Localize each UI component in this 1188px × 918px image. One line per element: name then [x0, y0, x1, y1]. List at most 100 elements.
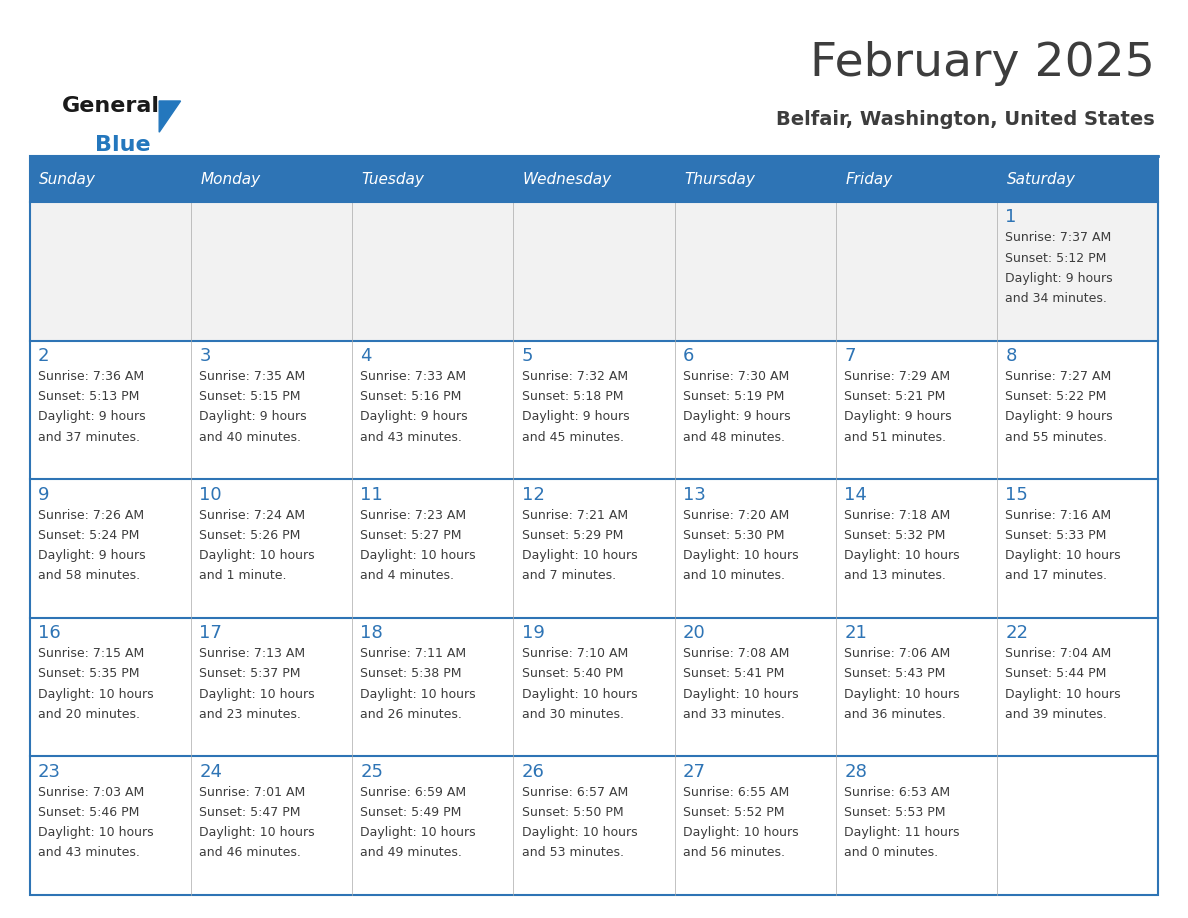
Bar	[836, 618, 997, 756]
Text: Friday: Friday	[846, 172, 892, 186]
Text: Sunrise: 7:13 AM: Sunrise: 7:13 AM	[200, 647, 305, 660]
Bar	[997, 479, 1158, 618]
Bar	[191, 479, 352, 618]
Text: Sunset: 5:40 PM: Sunset: 5:40 PM	[522, 667, 624, 680]
Bar	[836, 202, 997, 341]
Text: 1: 1	[1005, 208, 1017, 227]
Text: 8: 8	[1005, 347, 1017, 365]
Text: Daylight: 9 hours: Daylight: 9 hours	[683, 410, 790, 423]
Bar	[997, 202, 1158, 341]
Text: Sunrise: 7:23 AM: Sunrise: 7:23 AM	[360, 509, 467, 521]
Text: Sunset: 5:27 PM: Sunset: 5:27 PM	[360, 529, 462, 542]
Text: and 1 minute.: and 1 minute.	[200, 569, 286, 582]
Text: Monday: Monday	[201, 172, 260, 186]
Text: Sunset: 5:37 PM: Sunset: 5:37 PM	[200, 667, 301, 680]
Text: and 49 minutes.: and 49 minutes.	[360, 846, 462, 859]
Text: Daylight: 10 hours: Daylight: 10 hours	[360, 688, 476, 700]
Text: and 40 minutes.: and 40 minutes.	[200, 431, 302, 443]
Text: 2: 2	[38, 347, 50, 365]
Text: Daylight: 9 hours: Daylight: 9 hours	[38, 410, 146, 423]
Text: Sunrise: 7:26 AM: Sunrise: 7:26 AM	[38, 509, 144, 521]
Text: Daylight: 10 hours: Daylight: 10 hours	[200, 549, 315, 562]
Bar	[513, 341, 675, 479]
Text: Daylight: 11 hours: Daylight: 11 hours	[845, 826, 960, 839]
Text: Sunrise: 7:15 AM: Sunrise: 7:15 AM	[38, 647, 144, 660]
Text: and 20 minutes.: and 20 minutes.	[38, 708, 140, 721]
Text: and 34 minutes.: and 34 minutes.	[1005, 292, 1107, 305]
Text: Sunrise: 7:30 AM: Sunrise: 7:30 AM	[683, 370, 789, 383]
Bar	[836, 756, 997, 895]
Text: and 33 minutes.: and 33 minutes.	[683, 708, 785, 721]
Text: Sunrise: 7:33 AM: Sunrise: 7:33 AM	[360, 370, 467, 383]
Text: 17: 17	[200, 624, 222, 643]
Text: Sunset: 5:15 PM: Sunset: 5:15 PM	[200, 390, 301, 403]
Text: 10: 10	[200, 486, 222, 504]
Bar	[30, 156, 1158, 895]
Text: Daylight: 10 hours: Daylight: 10 hours	[360, 549, 476, 562]
Bar	[836, 479, 997, 618]
Bar	[191, 202, 352, 341]
Text: Daylight: 10 hours: Daylight: 10 hours	[1005, 549, 1121, 562]
Bar	[675, 479, 836, 618]
Text: Sunset: 5:21 PM: Sunset: 5:21 PM	[845, 390, 946, 403]
Text: Sunrise: 7:32 AM: Sunrise: 7:32 AM	[522, 370, 627, 383]
Text: Sunrise: 7:16 AM: Sunrise: 7:16 AM	[1005, 509, 1112, 521]
Text: Sunset: 5:24 PM: Sunset: 5:24 PM	[38, 529, 139, 542]
Text: Sunset: 5:32 PM: Sunset: 5:32 PM	[845, 529, 946, 542]
Text: Sunset: 5:19 PM: Sunset: 5:19 PM	[683, 390, 784, 403]
Text: 23: 23	[38, 763, 61, 781]
Text: and 4 minutes.: and 4 minutes.	[360, 569, 455, 582]
Polygon shape	[159, 101, 181, 132]
Text: 5: 5	[522, 347, 533, 365]
Text: and 10 minutes.: and 10 minutes.	[683, 569, 785, 582]
Text: Sunrise: 7:18 AM: Sunrise: 7:18 AM	[845, 509, 950, 521]
Text: Sunset: 5:30 PM: Sunset: 5:30 PM	[683, 529, 784, 542]
Text: Sunset: 5:18 PM: Sunset: 5:18 PM	[522, 390, 624, 403]
Text: 3: 3	[200, 347, 210, 365]
Text: Daylight: 10 hours: Daylight: 10 hours	[683, 688, 798, 700]
Text: Sunset: 5:49 PM: Sunset: 5:49 PM	[360, 806, 462, 819]
Text: and 51 minutes.: and 51 minutes.	[845, 431, 946, 443]
Text: Sunrise: 7:21 AM: Sunrise: 7:21 AM	[522, 509, 627, 521]
Bar	[513, 618, 675, 756]
Text: 18: 18	[360, 624, 384, 643]
Bar	[30, 202, 191, 341]
Bar	[675, 756, 836, 895]
Text: and 17 minutes.: and 17 minutes.	[1005, 569, 1107, 582]
Text: Sunset: 5:50 PM: Sunset: 5:50 PM	[522, 806, 624, 819]
Text: Daylight: 10 hours: Daylight: 10 hours	[38, 826, 153, 839]
Text: and 30 minutes.: and 30 minutes.	[522, 708, 624, 721]
Bar	[513, 479, 675, 618]
Text: Daylight: 9 hours: Daylight: 9 hours	[1005, 410, 1113, 423]
Text: Sunrise: 7:11 AM: Sunrise: 7:11 AM	[360, 647, 467, 660]
Text: Sunrise: 7:37 AM: Sunrise: 7:37 AM	[1005, 231, 1112, 244]
Text: 11: 11	[360, 486, 384, 504]
Bar	[30, 618, 191, 756]
Text: Sunset: 5:44 PM: Sunset: 5:44 PM	[1005, 667, 1107, 680]
Bar	[30, 479, 191, 618]
Text: Sunset: 5:41 PM: Sunset: 5:41 PM	[683, 667, 784, 680]
Text: Sunset: 5:33 PM: Sunset: 5:33 PM	[1005, 529, 1107, 542]
Bar	[30, 756, 191, 895]
Text: and 26 minutes.: and 26 minutes.	[360, 708, 462, 721]
Text: February 2025: February 2025	[810, 41, 1155, 86]
Text: and 53 minutes.: and 53 minutes.	[522, 846, 624, 859]
Bar	[30, 156, 1158, 202]
Text: Daylight: 10 hours: Daylight: 10 hours	[522, 549, 637, 562]
Text: Blue: Blue	[95, 135, 151, 155]
Text: Sunrise: 7:08 AM: Sunrise: 7:08 AM	[683, 647, 789, 660]
Text: 20: 20	[683, 624, 706, 643]
Bar	[352, 756, 513, 895]
Text: Daylight: 9 hours: Daylight: 9 hours	[360, 410, 468, 423]
Text: 19: 19	[522, 624, 544, 643]
Text: Sunrise: 7:01 AM: Sunrise: 7:01 AM	[200, 786, 305, 799]
Text: 24: 24	[200, 763, 222, 781]
Text: Sunset: 5:47 PM: Sunset: 5:47 PM	[200, 806, 301, 819]
Text: Daylight: 9 hours: Daylight: 9 hours	[38, 549, 146, 562]
Text: 25: 25	[360, 763, 384, 781]
Text: Daylight: 10 hours: Daylight: 10 hours	[683, 549, 798, 562]
Text: and 55 minutes.: and 55 minutes.	[1005, 431, 1107, 443]
Text: and 39 minutes.: and 39 minutes.	[1005, 708, 1107, 721]
Text: Daylight: 9 hours: Daylight: 9 hours	[200, 410, 307, 423]
Text: Sunset: 5:29 PM: Sunset: 5:29 PM	[522, 529, 623, 542]
